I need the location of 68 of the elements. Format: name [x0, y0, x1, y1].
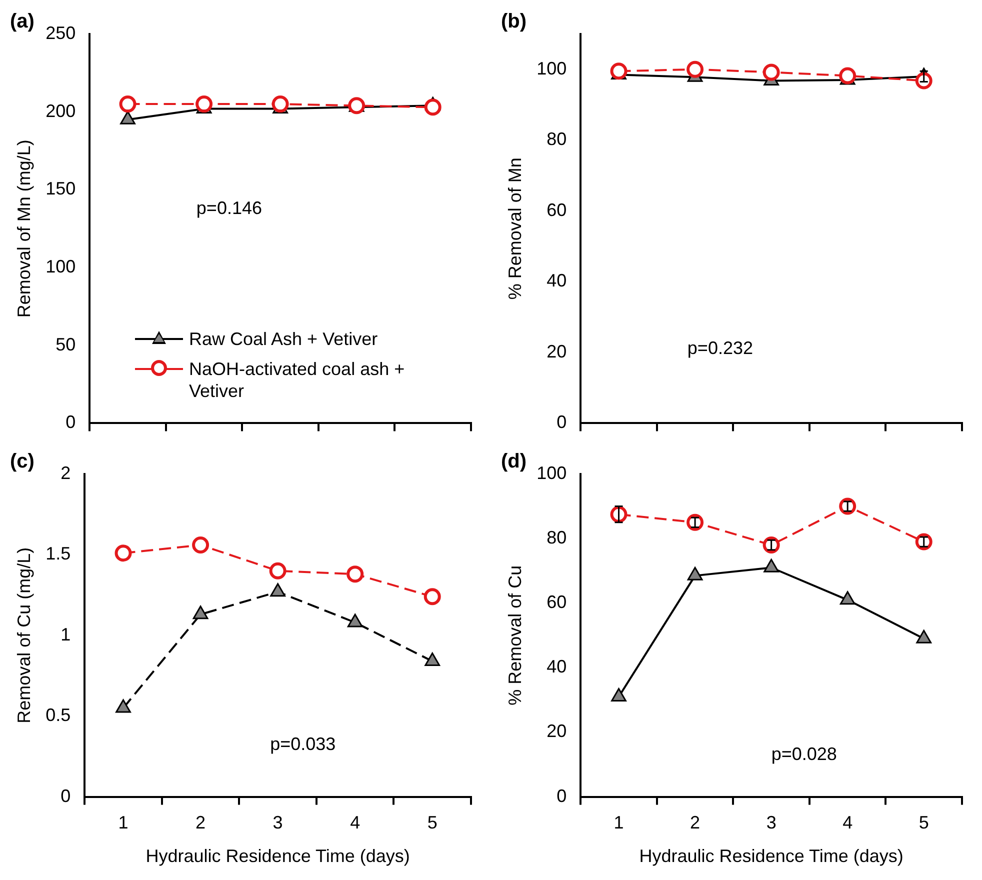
x-tick-label: 2 [196, 812, 206, 833]
annotation: p=0.033 [270, 734, 336, 754]
annotation: p=0.028 [771, 744, 837, 764]
y-tick-label: 1 [60, 624, 71, 644]
y-tick-label: 0 [556, 786, 567, 806]
point [915, 533, 932, 550]
y-axis-title: Removal of Cu (mg/L) [14, 547, 34, 724]
annotation: p=0.232 [687, 338, 753, 358]
x-axis-title: Hydraulic Residence Time (days) [146, 846, 410, 866]
y-tick-label: 80 [546, 528, 567, 548]
chart-title: (a) [10, 10, 34, 33]
point [916, 630, 932, 644]
y-axis-title: % Removal of Cu [504, 565, 525, 706]
annotation: p=0.146 [196, 198, 262, 218]
point [424, 588, 441, 606]
y-tick-label: 0 [60, 786, 71, 806]
point [611, 688, 626, 702]
y-tick-label: 2 [60, 462, 71, 483]
y-tick-label: 40 [546, 270, 567, 291]
point [840, 591, 856, 605]
y-tick-label: 100 [536, 462, 567, 483]
x-axis-title: Hydraulic Residence Time (days) [639, 846, 904, 866]
x-tick-label: 5 [918, 812, 929, 833]
point [192, 536, 210, 554]
y-tick-label: 200 [46, 100, 76, 121]
point [424, 652, 440, 666]
x-tick-label: 4 [350, 812, 360, 833]
point [764, 558, 779, 572]
point [269, 562, 286, 580]
point [192, 606, 208, 620]
chart-title: (b) [501, 10, 527, 33]
x-tick-label: 3 [766, 812, 776, 833]
x-tick-label: 1 [118, 812, 128, 833]
legend-label: NaOH-activated coal ash + Vetiver [189, 358, 406, 402]
y-tick-label: 80 [546, 129, 567, 150]
y-tick-label: 40 [546, 656, 567, 677]
point [687, 566, 703, 580]
y-tick-label: 60 [546, 592, 567, 612]
y-tick-label: 1.5 [46, 544, 71, 564]
legend-label: Raw Coal Ash + Vetiver [189, 328, 378, 350]
x-tick-label: 1 [614, 812, 624, 833]
x-tick-label: 5 [427, 812, 438, 833]
y-tick-label: 20 [546, 721, 567, 742]
point [270, 583, 286, 597]
point [114, 544, 132, 562]
x-tick-label: 3 [272, 812, 283, 833]
y-tick-label: 0 [556, 412, 567, 432]
y-axis-title: % Removal of Mn [504, 158, 525, 300]
x-tick-label: 4 [842, 812, 853, 833]
point [116, 699, 131, 713]
y-tick-label: 150 [46, 178, 76, 199]
point [347, 614, 363, 628]
point [839, 498, 856, 515]
point [762, 536, 780, 554]
y-axis-title: Removal of Mn (mg/L) [14, 140, 34, 318]
y-tick-label: 50 [56, 334, 76, 354]
y-tick-label: 20 [546, 341, 567, 362]
chart-title: (d) [501, 450, 527, 473]
y-tick-label: 0.5 [46, 705, 71, 726]
y-tick-label: 60 [546, 200, 567, 220]
chart-title: (c) [10, 450, 34, 473]
x-tick-label: 2 [690, 812, 700, 833]
point [346, 566, 364, 583]
y-tick-label: 100 [46, 256, 76, 276]
point [686, 514, 704, 531]
y-tick-label: 0 [66, 412, 76, 432]
y-tick-label: 250 [46, 22, 76, 43]
y-tick-label: 100 [536, 58, 567, 78]
